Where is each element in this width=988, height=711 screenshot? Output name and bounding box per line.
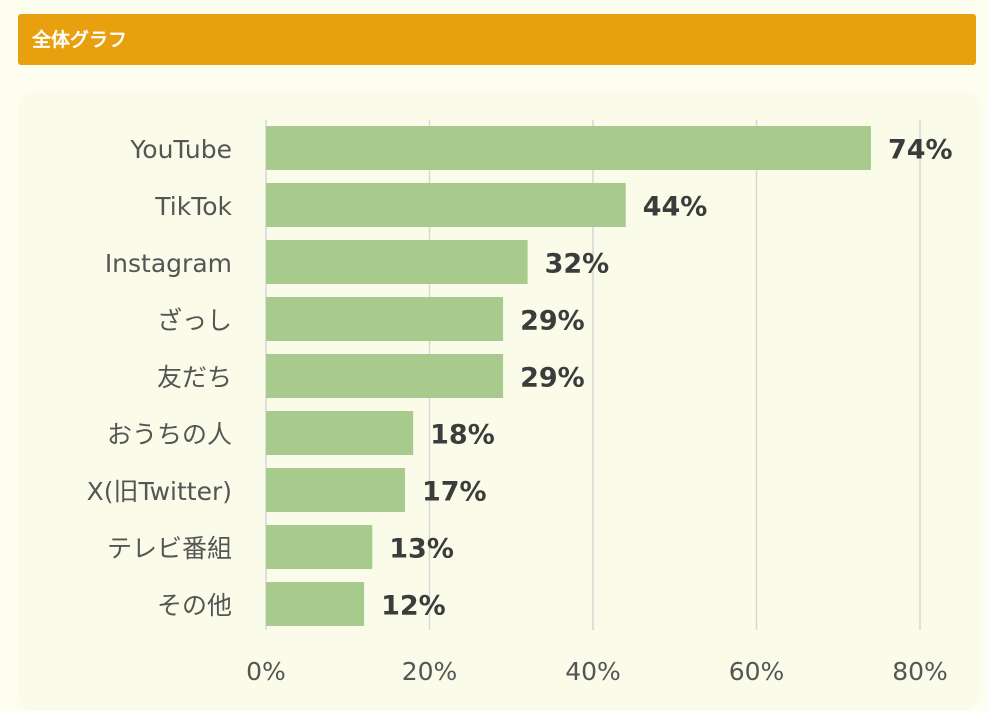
category-label: 友だち [157,363,232,392]
data-label: 32% [545,249,610,280]
page-title: 全体グラフ [32,29,128,51]
category-label: TikTok [154,192,232,221]
category-label: X(旧Twitter) [87,477,232,506]
bar [266,582,365,626]
bar [266,525,373,569]
category-label: おうちの人 [107,420,232,449]
category-label: YouTube [129,135,232,164]
x-tick-label: 0% [246,657,286,686]
data-label: 29% [520,363,585,394]
data-label: 13% [389,534,454,565]
header-bar: 全体グラフ [18,14,976,65]
category-label: テレビ番組 [107,534,232,563]
category-label: ざっし [157,306,232,335]
data-label: 74% [888,135,953,166]
data-label: 12% [381,591,446,622]
bar [266,411,414,455]
x-tick-label: 40% [565,657,621,686]
data-label: 29% [520,306,585,337]
data-label: 44% [643,192,708,223]
bar [266,126,871,170]
bar [266,297,504,341]
data-label: 17% [422,477,487,508]
category-label: Instagram [105,249,232,278]
x-tick-label: 20% [402,657,458,686]
data-label: 18% [430,420,495,451]
x-tick-label: 80% [892,657,948,686]
x-tick-label: 60% [729,657,785,686]
bar-chart: 0% 20% 40% 60% 80% YouTube 74% TikTok 44% Instagr… [87,120,953,686]
bar [266,468,405,512]
bar [266,354,504,398]
category-label: その他 [157,591,232,620]
bar [266,183,626,227]
bar [266,240,528,284]
